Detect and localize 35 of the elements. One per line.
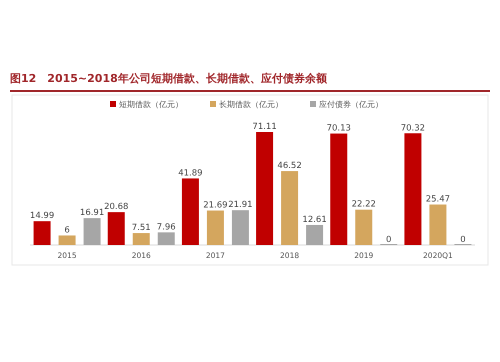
bar <box>132 233 150 245</box>
data-label: 0 <box>460 235 466 245</box>
data-label: 14.99 <box>30 211 54 222</box>
data-label: 20.68 <box>104 202 128 212</box>
data-label: 70.13 <box>326 124 351 134</box>
bar <box>256 132 274 245</box>
chart-title: 图12 2015~2018年公司短期借款、长期借款、应付债券余额 <box>10 72 328 85</box>
bar <box>58 235 76 245</box>
data-label: 22.22 <box>352 200 376 210</box>
bar <box>429 204 446 245</box>
bar <box>158 232 175 245</box>
bar <box>84 218 101 245</box>
data-label: 41.89 <box>178 168 203 178</box>
data-label: 0 <box>386 235 392 245</box>
data-label: 16.91 <box>80 208 104 218</box>
bar <box>206 210 224 245</box>
data-label: 71.11 <box>252 122 277 132</box>
data-label: 12.61 <box>302 214 327 225</box>
bar <box>108 212 125 245</box>
data-label: 25.47 <box>426 194 450 205</box>
bar <box>232 210 249 245</box>
data-label: 21.69 <box>203 200 228 211</box>
bar <box>34 221 51 245</box>
bar <box>306 224 324 245</box>
data-label: 7.51 <box>132 223 151 234</box>
bar <box>330 134 348 245</box>
data-label: 21.91 <box>228 200 253 210</box>
bar <box>404 133 422 245</box>
data-label: 7.96 <box>156 222 176 232</box>
bar <box>281 171 298 245</box>
data-label: 6 <box>64 225 70 236</box>
data-label: 46.52 <box>277 161 302 172</box>
bar <box>182 178 199 245</box>
bar <box>355 210 372 245</box>
data-label: 70.32 <box>400 123 426 134</box>
